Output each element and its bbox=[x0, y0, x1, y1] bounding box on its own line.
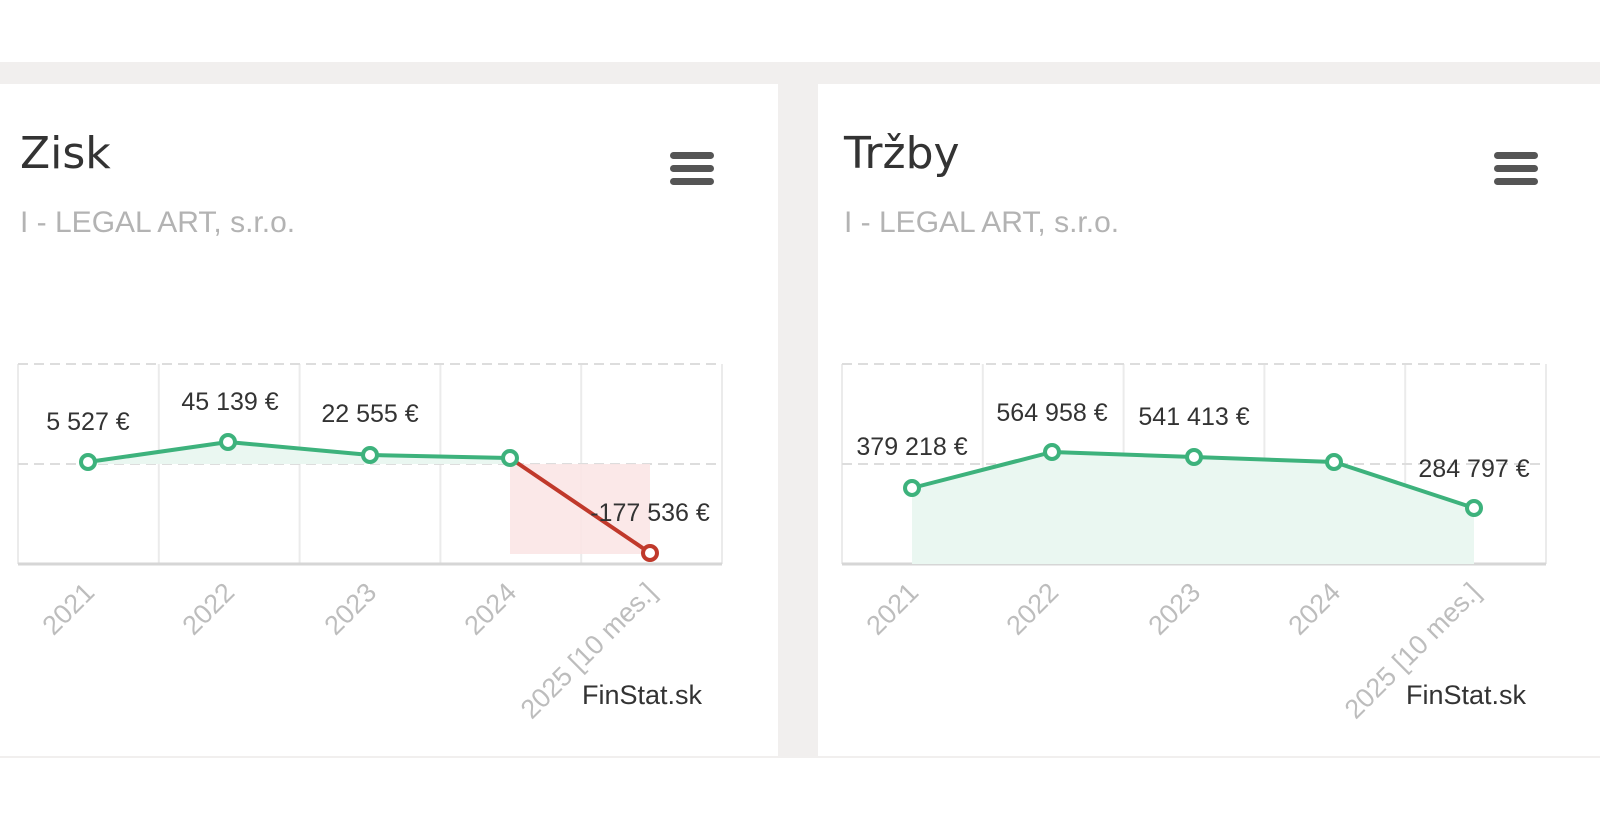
data-point bbox=[361, 446, 379, 464]
x-tick-label: 2021 bbox=[861, 577, 925, 641]
series-line-segment bbox=[1192, 455, 1336, 464]
series-line-segment bbox=[1332, 460, 1476, 510]
trzby-line-chart: 379 218 € 564 958 € 541 413 € 284 797 € 2021… bbox=[841, 363, 1547, 725]
x-tick-label: 2023 bbox=[319, 577, 383, 641]
x-tick-label: 2024 bbox=[1283, 577, 1347, 641]
data-point bbox=[79, 453, 97, 471]
data-point bbox=[641, 544, 659, 562]
x-tick-label: 2022 bbox=[1001, 577, 1065, 641]
x-tick-label: 2022 bbox=[177, 577, 241, 641]
area-fill-positive bbox=[912, 452, 1474, 564]
data-point bbox=[903, 479, 921, 497]
data-label: 564 958 € bbox=[996, 399, 1107, 427]
chart-subtitle: I - LEGAL ART, s.r.o. bbox=[844, 206, 1120, 239]
series-line-segment bbox=[508, 456, 652, 555]
series-line-segment bbox=[226, 440, 372, 457]
data-point bbox=[1325, 453, 1343, 471]
data-label: 379 218 € bbox=[856, 433, 967, 461]
chart-subtitle: I - LEGAL ART, s.r.o. bbox=[20, 206, 296, 239]
data-point bbox=[1043, 443, 1061, 461]
series-line-segment bbox=[1050, 450, 1196, 459]
data-label: 22 555 € bbox=[321, 400, 418, 428]
hamburger-menu-icon bbox=[670, 152, 714, 159]
chart-card-trzby: Tržby I - LEGAL ART, s.r.o. 379 218 € 564… bbox=[818, 84, 1600, 756]
data-point bbox=[1465, 499, 1483, 517]
data-label: 5 527 € bbox=[46, 408, 130, 436]
x-tick-label: 2021 bbox=[37, 577, 101, 641]
chart-title: Zisk bbox=[20, 128, 111, 179]
chart-card-zisk: Zisk I - LEGAL ART, s.r.o. 5 527 € 45 139… bbox=[0, 84, 778, 756]
data-label: 541 413 € bbox=[1138, 403, 1249, 431]
finstat-credit-link[interactable]: FinStat.sk bbox=[1406, 680, 1527, 710]
hamburger-menu-icon bbox=[1494, 152, 1538, 159]
chart-menu-button[interactable] bbox=[1492, 150, 1540, 190]
data-point bbox=[1185, 448, 1203, 466]
chart-menu-button[interactable] bbox=[668, 150, 716, 190]
data-label: 284 797 € bbox=[1418, 455, 1529, 483]
data-label: -177 536 € bbox=[590, 499, 710, 527]
zisk-line-chart: 5 527 € 45 139 € 22 555 € -177 536 € 2021 202… bbox=[17, 363, 723, 725]
data-point bbox=[219, 433, 237, 451]
x-tick-label: 2023 bbox=[1143, 577, 1207, 641]
series-line-segment bbox=[910, 450, 1054, 490]
chart-title: Tržby bbox=[844, 128, 960, 179]
finstat-credit-link[interactable]: FinStat.sk bbox=[582, 680, 703, 710]
series-line-segment bbox=[368, 453, 512, 460]
x-tick-label: 2024 bbox=[459, 577, 523, 641]
data-point bbox=[501, 449, 519, 467]
series-line-segment bbox=[86, 440, 230, 464]
data-label: 45 139 € bbox=[181, 388, 278, 416]
